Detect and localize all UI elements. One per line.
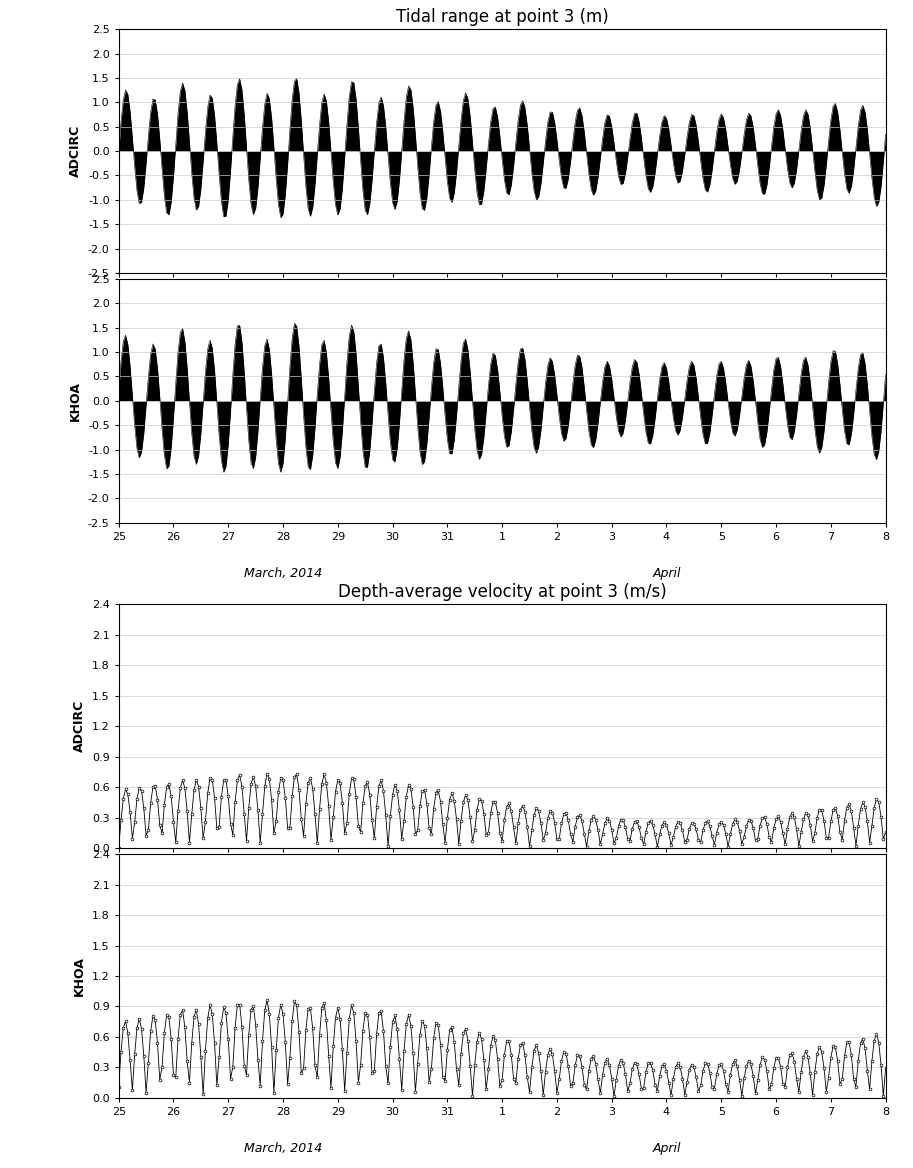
- Y-axis label: ADCIRC: ADCIRC: [69, 125, 82, 178]
- Text: April: April: [652, 568, 681, 580]
- Y-axis label: KHOA: KHOA: [69, 381, 82, 420]
- Text: March, 2014: March, 2014: [244, 1142, 322, 1155]
- Text: April: April: [652, 1142, 681, 1155]
- Title: Depth-average velocity at point 3 (m/s): Depth-average velocity at point 3 (m/s): [338, 584, 666, 602]
- Text: March, 2014: March, 2014: [244, 568, 322, 580]
- Y-axis label: ADCIRC: ADCIRC: [73, 701, 86, 752]
- Y-axis label: KHOA: KHOA: [73, 957, 86, 996]
- Title: Tidal range at point 3 (m): Tidal range at point 3 (m): [395, 8, 609, 26]
